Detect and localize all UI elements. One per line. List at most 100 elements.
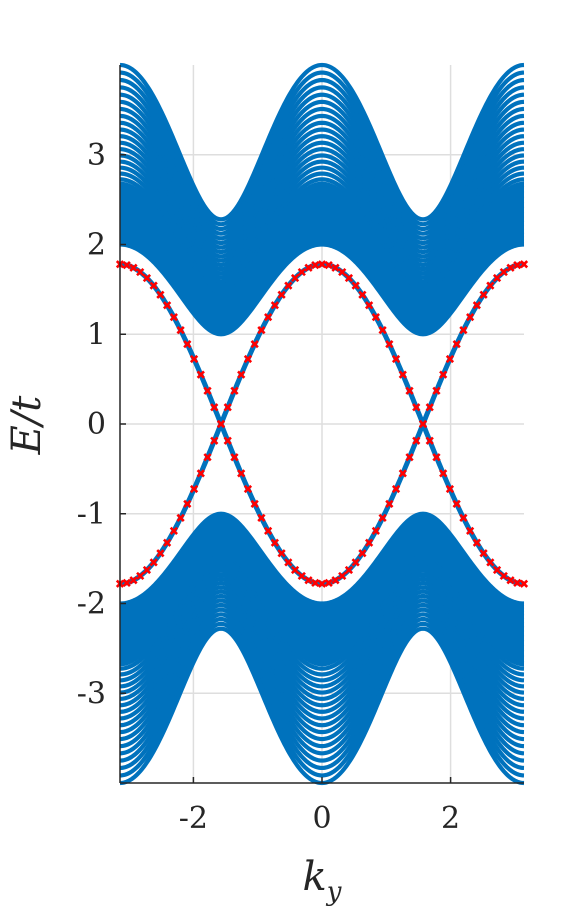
edge-marker-1-43	[405, 453, 414, 462]
y-tick-label-1: -2	[77, 587, 106, 622]
edge-marker-stroke-b	[492, 273, 502, 283]
y-tick-label-4: 1	[87, 317, 106, 352]
edge-marker-stroke-b	[331, 576, 340, 585]
edge-marker-0-28	[304, 263, 313, 272]
bulk-band-line-0-32	[119, 70, 525, 227]
edge-marker-stroke-b	[445, 354, 455, 364]
edge-marker-stroke-b	[250, 499, 259, 508]
edge-marker-1-23	[270, 538, 279, 547]
bulk-band-line-0-18	[119, 165, 525, 288]
edge-marker-stroke-b	[405, 453, 414, 462]
edge-marker-stroke-b	[257, 513, 266, 523]
edge-marker-stroke-b	[371, 526, 380, 536]
edge-marker-stroke-b	[351, 558, 360, 567]
edge-marker-stroke-b	[519, 579, 529, 588]
edge-marker-stroke-b	[365, 301, 374, 310]
edge-marker-0-26	[290, 273, 300, 283]
edge-marker-stroke-b	[385, 340, 394, 349]
edge-marker-0-9	[176, 513, 185, 523]
edge-marker-1-7	[163, 301, 172, 310]
edge-marker-0-12	[196, 469, 205, 478]
bulk-band-line-0-17	[119, 171, 525, 291]
edge-marker-stroke-b	[210, 403, 219, 412]
edge-marker-0-35	[351, 281, 360, 290]
edge-marker-1-51	[459, 325, 468, 335]
edge-marker-stroke-b	[452, 499, 461, 508]
bulk-band-line-1-30	[119, 612, 525, 763]
bulk-band-line-1-26	[119, 593, 525, 735]
edge-marker-1-10	[183, 340, 192, 349]
edge-marker-stroke-b	[378, 325, 387, 335]
edge-marker-0-11	[189, 484, 199, 494]
y-tick-label-3: 0	[87, 407, 106, 442]
edge-marker-stroke-b	[264, 312, 273, 322]
edge-marker-stroke-b	[183, 499, 192, 508]
edge-marker-stroke-b	[412, 436, 421, 445]
y-tick-label-2: -1	[77, 497, 106, 532]
edge-states	[115, 260, 529, 588]
edge-marker-stroke-b	[156, 290, 165, 299]
edge-marker-stroke-b	[149, 281, 158, 290]
edge-marker-0-19	[243, 354, 253, 364]
edge-marker-stroke-b	[344, 565, 354, 575]
edge-marker-0-47	[432, 453, 441, 462]
edge-marker-stroke-b	[136, 571, 145, 581]
edge-marker-1-9	[176, 325, 185, 335]
edge-marker-stroke-b	[163, 301, 172, 310]
edge-marker-1-59	[513, 261, 522, 270]
edge-marker-0-4	[142, 565, 152, 575]
edge-marker-0-24	[277, 290, 286, 299]
edge-marker-0-6	[156, 549, 165, 558]
edge-marker-0-59	[513, 578, 522, 587]
edge-marker-0-18	[237, 370, 246, 379]
edge-marker-stroke-b	[169, 526, 178, 536]
edge-marker-1-46	[425, 403, 434, 412]
edge-marker-1-58	[506, 263, 515, 272]
edge-marker-stroke-b	[486, 558, 495, 567]
bulk-band-line-0-20	[119, 153, 525, 280]
edge-marker-stroke-b	[270, 538, 279, 547]
edge-marker-stroke-b	[210, 436, 219, 445]
y-tick-label-0: -3	[77, 676, 106, 711]
edge-marker-stroke-b	[506, 263, 515, 272]
edge-marker-0-46	[425, 436, 434, 445]
edge-marker-stroke-b	[277, 290, 286, 299]
y-axis-label: E/t	[4, 395, 50, 456]
edge-marker-1-47	[432, 386, 441, 395]
edge-marker-stroke-b	[513, 578, 522, 587]
edge-marker-0-53	[472, 538, 481, 547]
edge-marker-1-35	[351, 558, 360, 567]
bulk-band-line-1-28	[119, 602, 525, 749]
edge-marker-stroke-b	[243, 354, 253, 364]
edge-marker-1-57	[499, 267, 508, 277]
edge-marker-stroke-b	[439, 469, 448, 478]
edge-marker-stroke-b	[344, 273, 354, 283]
edge-marker-1-21	[257, 513, 266, 523]
edge-marker-1-36	[358, 549, 367, 558]
edge-marker-1-40	[385, 499, 394, 508]
bulk-band-line-0-25	[119, 120, 525, 259]
edge-marker-stroke-b	[297, 267, 306, 277]
edge-marker-0-34	[344, 273, 354, 283]
edge-marker-stroke-b	[338, 571, 347, 581]
edge-marker-stroke-b	[425, 436, 434, 445]
edge-marker-stroke-b	[324, 261, 333, 270]
edge-marker-stroke-b	[122, 578, 131, 587]
y-tick-label-6: 3	[87, 138, 106, 173]
edge-marker-stroke-b	[317, 260, 327, 269]
edge-marker-0-8	[169, 526, 178, 536]
bulk-band-fill-1	[120, 513, 524, 667]
edge-marker-stroke-b	[365, 538, 374, 547]
edge-marker-stroke-b	[189, 484, 199, 494]
edge-marker-stroke-b	[311, 261, 320, 270]
edge-marker-stroke-b	[122, 261, 131, 270]
edge-marker-0-50	[452, 499, 461, 508]
bulk-band-line-1-16	[119, 553, 525, 671]
edge-marker-0-3	[136, 571, 145, 581]
edge-marker-1-39	[378, 513, 387, 523]
edge-marker-0-40	[385, 340, 394, 349]
edge-marker-1-11	[189, 354, 199, 364]
edge-marker-0-44	[412, 403, 421, 412]
edge-marker-0-10	[183, 499, 192, 508]
edge-marker-1-32	[331, 576, 340, 585]
